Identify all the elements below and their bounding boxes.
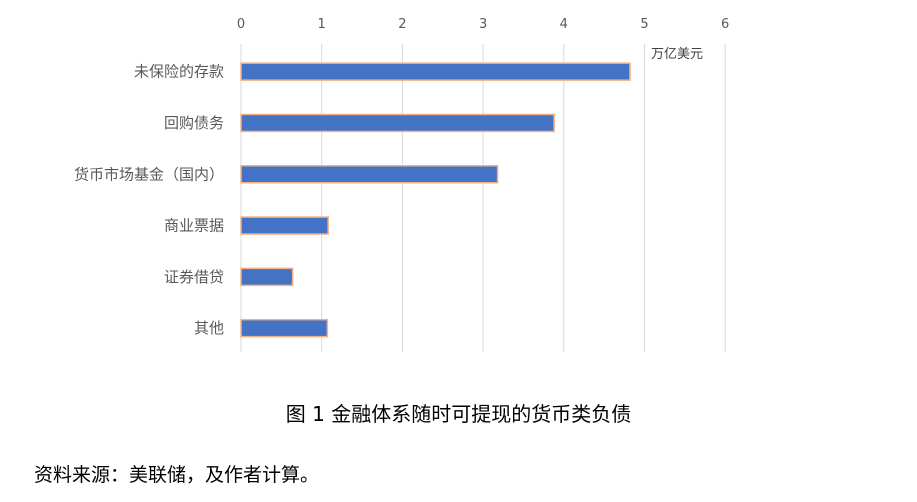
bar — [240, 165, 499, 184]
x-tick-label: 1 — [318, 17, 326, 32]
x-tick-label: 4 — [560, 17, 568, 32]
figure-caption: 图 1 金融体系随时可提现的货币类负债 — [285, 402, 632, 426]
category-label: 证券借贷 — [164, 268, 224, 286]
x-tick-label: 5 — [640, 17, 648, 32]
category-label: 商业票据 — [164, 217, 224, 235]
bar — [240, 62, 631, 81]
gridlines — [240, 44, 726, 352]
bar — [240, 216, 329, 235]
category-label: 货币市场基金（国内） — [74, 165, 224, 183]
category-label: 未保险的存款 — [134, 63, 224, 81]
x-tick-label: 6 — [721, 17, 729, 32]
x-tick-label: 2 — [398, 17, 406, 32]
bar — [240, 267, 294, 287]
x-tick-label: 3 — [479, 17, 487, 32]
bar — [240, 318, 329, 338]
bar — [240, 113, 555, 133]
category-label: 其他 — [194, 319, 224, 337]
x-axis-ticks: 0 1 2 3 4 5 6 — [237, 17, 729, 32]
bars — [240, 62, 631, 338]
unit-label: 万亿美元 — [651, 47, 703, 62]
category-label: 回购债务 — [164, 114, 224, 132]
source-note: 资料来源：美联储，及作者计算。 — [34, 464, 320, 486]
x-tick-label: 0 — [237, 17, 245, 32]
